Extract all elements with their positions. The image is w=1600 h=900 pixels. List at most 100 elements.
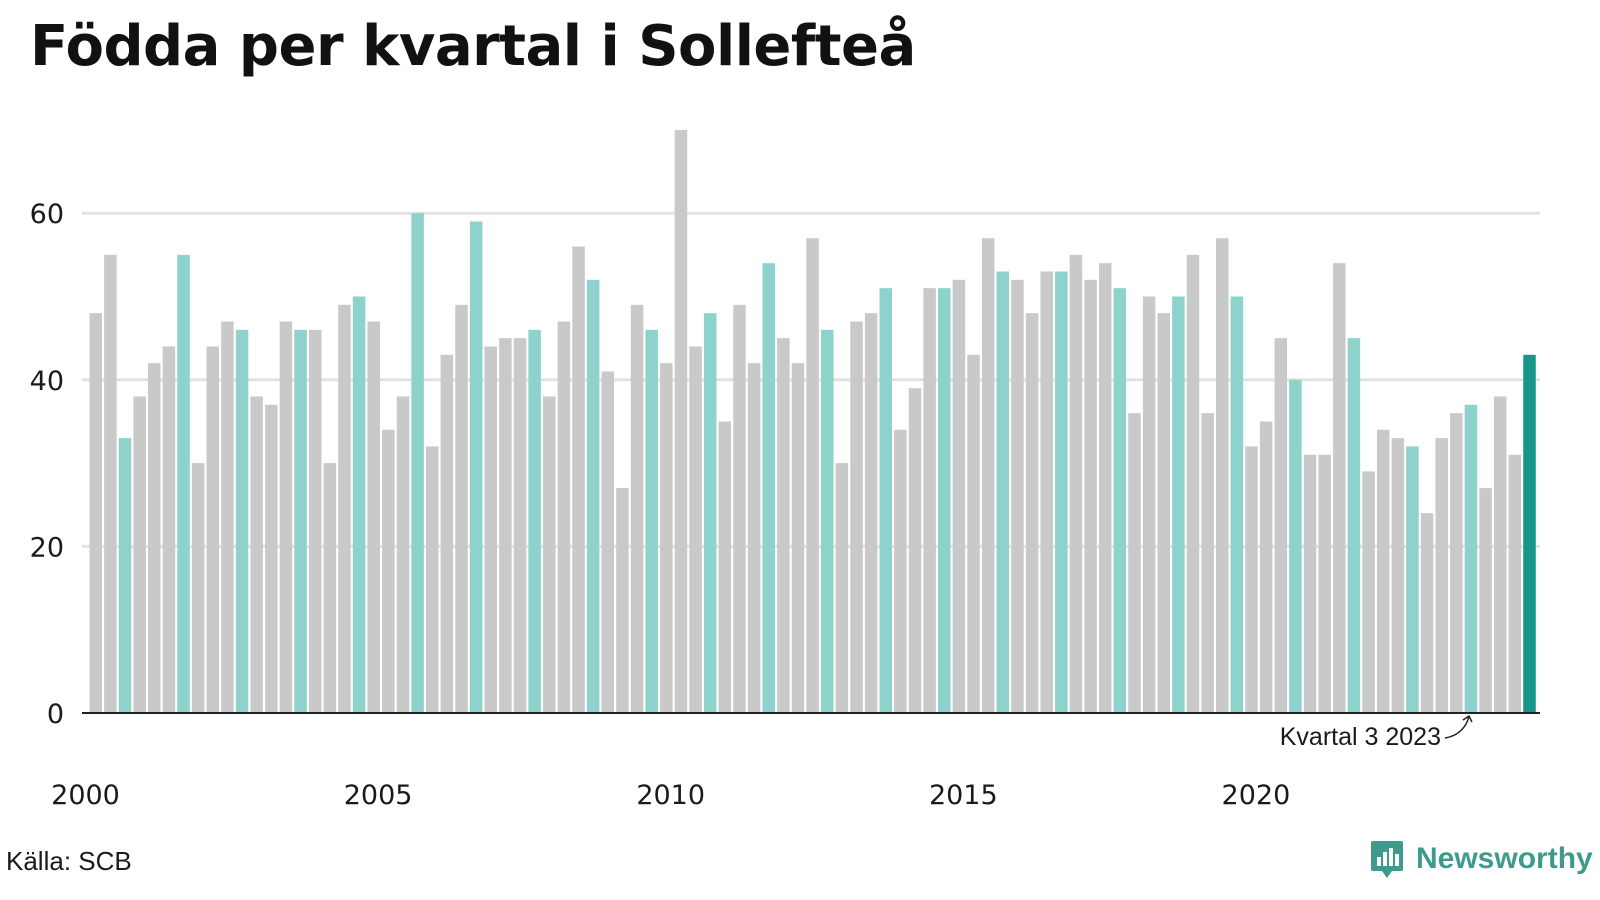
bar	[1230, 296, 1244, 713]
bar	[294, 329, 307, 713]
bar	[630, 304, 644, 713]
bar	[162, 346, 176, 713]
bar	[1391, 438, 1405, 713]
bar	[1303, 454, 1317, 713]
bar	[1011, 279, 1024, 713]
bar	[1464, 404, 1478, 713]
bar	[733, 304, 746, 713]
bar	[1493, 396, 1507, 713]
bar	[879, 288, 893, 713]
bar	[177, 254, 190, 713]
bar	[1128, 413, 1141, 713]
bar	[499, 338, 512, 713]
bar-chart: 0 20 40 60 2000 2005 2010 2015 2020 Kvartal 3 2…	[30, 129, 1540, 811]
bar	[382, 429, 395, 713]
bar	[996, 271, 1010, 713]
bar	[835, 463, 849, 713]
bar	[206, 346, 220, 713]
bar	[469, 221, 483, 713]
brand-name: Newsworthy	[1416, 842, 1593, 875]
bar	[938, 288, 951, 713]
bar	[1420, 513, 1434, 713]
bars	[89, 129, 1536, 713]
bar-chart-pin-icon	[1371, 841, 1403, 878]
bar	[484, 346, 498, 713]
y-tick-label: 60	[30, 199, 64, 230]
bar	[352, 296, 366, 713]
bar	[1201, 413, 1214, 713]
bar	[791, 363, 805, 713]
bar	[1318, 454, 1331, 713]
bar	[1333, 263, 1346, 713]
bar	[455, 304, 468, 713]
bar	[1245, 446, 1258, 713]
bar	[747, 363, 761, 713]
x-axis-ticks: 2000 2005 2010 2015 2020	[51, 780, 1290, 811]
bar	[1098, 263, 1112, 713]
annotation-arrowhead	[1462, 714, 1473, 723]
bar	[689, 346, 702, 713]
bar	[221, 321, 234, 713]
bar	[148, 363, 161, 713]
bar	[133, 396, 146, 713]
bar	[1347, 338, 1361, 713]
bar	[981, 238, 995, 713]
annotation: Kvartal 3 2023	[1280, 714, 1473, 751]
bar	[601, 371, 615, 713]
bar	[557, 321, 571, 713]
y-tick-label: 40	[30, 366, 64, 397]
bar	[572, 246, 585, 713]
source-label: Källa: SCB	[6, 846, 132, 876]
bar	[191, 463, 205, 713]
bar	[821, 329, 834, 713]
bar	[1216, 238, 1229, 713]
y-axis-ticks: 0 20 40 60	[30, 199, 64, 730]
annotation-label: Kvartal 3 2023	[1280, 723, 1441, 751]
bar	[1289, 379, 1302, 713]
bar	[1069, 254, 1083, 713]
bar	[952, 279, 966, 713]
bar	[850, 321, 863, 713]
bar	[645, 329, 658, 713]
x-tick-label: 2000	[51, 780, 120, 811]
bar	[235, 329, 249, 713]
bar	[1523, 354, 1536, 713]
bar	[89, 313, 102, 713]
bar	[1113, 288, 1127, 713]
bar	[1479, 488, 1492, 713]
bar	[674, 129, 688, 713]
bar	[1406, 446, 1419, 713]
bar	[762, 263, 775, 713]
bar	[279, 321, 293, 713]
x-tick-label: 2020	[1222, 780, 1291, 811]
bar	[806, 238, 819, 713]
bar	[1084, 279, 1097, 713]
y-tick-label: 20	[30, 532, 64, 563]
bar	[908, 388, 922, 713]
x-tick-label: 2010	[636, 780, 705, 811]
brand-logo: Newsworthy	[1370, 836, 1593, 882]
bar	[718, 421, 732, 713]
bar	[1186, 254, 1200, 713]
bar	[660, 363, 673, 713]
bar	[1259, 421, 1273, 713]
bar	[616, 488, 629, 713]
bar	[1508, 454, 1522, 713]
bar	[1142, 296, 1156, 713]
bar	[777, 338, 790, 713]
y-tick-label: 0	[47, 699, 64, 730]
bar	[1450, 413, 1463, 713]
annotation-arrow	[1444, 715, 1470, 739]
bar	[118, 438, 132, 713]
bar	[1376, 429, 1390, 713]
bar	[104, 254, 117, 713]
bar	[308, 329, 322, 713]
bar	[425, 446, 439, 713]
bar	[1172, 296, 1185, 713]
bar	[543, 396, 556, 713]
bar	[528, 329, 541, 713]
bar	[250, 396, 263, 713]
bar	[1040, 271, 1053, 713]
bar	[586, 279, 600, 713]
bar	[513, 338, 527, 713]
